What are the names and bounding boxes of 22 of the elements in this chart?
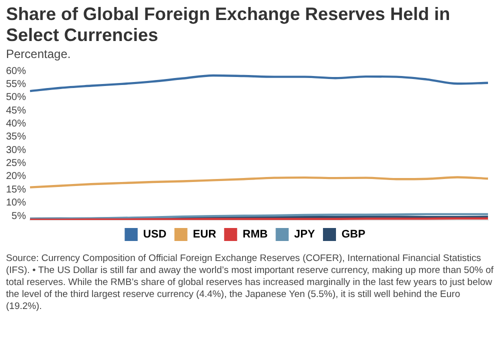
y-tick-label: 35% — [6, 132, 26, 143]
line-series — [28, 176, 490, 188]
source-note: Source: Currency Composition of Official Foreign Exchange Reserves (COFER), International Financial Statistics (IFS). • The US Dollar is still far and away the world’s most important reserve currency, making up more than 50% of total reserves. While the RMB’s share of global reserves has increased marginally in the last few years to just below the level of the third largest reserve currency (4.4%), the Japanese Yen (5.5%), it is still well behind the Euro (19.2%). — [6, 253, 494, 313]
y-tick-label: 5% — [12, 210, 26, 222]
y-tick-label: 10% — [6, 198, 26, 209]
legend-label: GBP — [341, 228, 366, 241]
line-series — [28, 74, 490, 92]
legend-label: EUR — [192, 228, 216, 241]
y-tick-label: 50% — [6, 92, 26, 104]
y-tick-label: 25% — [6, 158, 26, 170]
chart-title: Share of Global Foreign Exchange Reserves Held in Select Currencies — [6, 4, 452, 46]
y-tick-label: 30% — [6, 144, 26, 156]
y-tick-label: 60% — [6, 66, 26, 77]
y-tick-label: 45% — [6, 105, 26, 116]
chart-subtitle: Percentage. — [6, 47, 72, 61]
legend-label: RMB — [242, 228, 268, 241]
y-tick-label: 15% — [6, 184, 26, 196]
legend-label: JPY — [294, 228, 316, 241]
legend-label: USD — [143, 228, 166, 241]
y-tick-label: 20% — [6, 171, 26, 182]
y-tick-label: 55% — [6, 78, 26, 90]
y-tick-label: 40% — [6, 118, 26, 130]
